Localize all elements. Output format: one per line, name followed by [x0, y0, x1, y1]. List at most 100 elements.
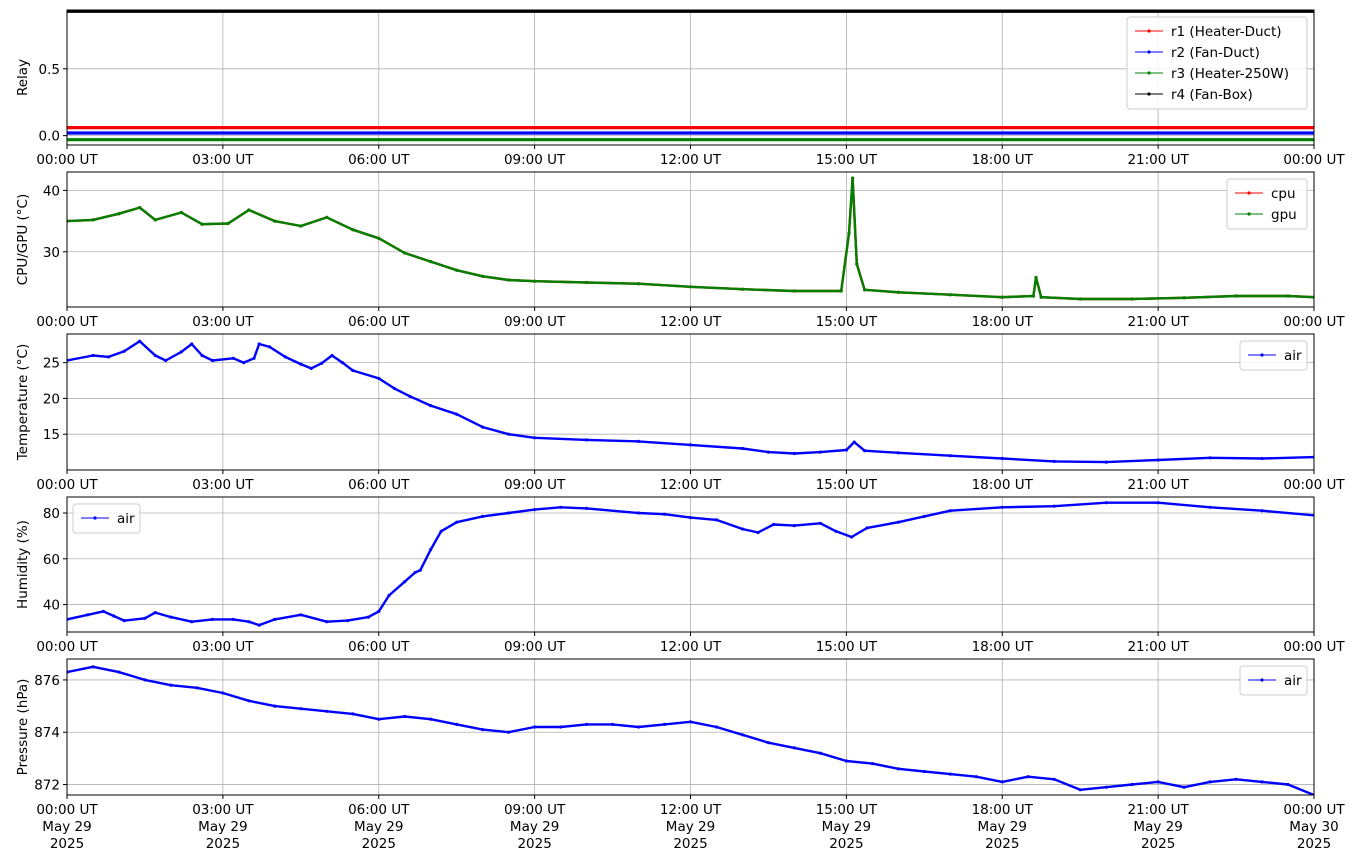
data-point [507, 278, 511, 282]
data-point [688, 285, 693, 289]
data-point [1130, 297, 1134, 301]
x-tick-label-line: May 29 [822, 819, 871, 835]
legend: air [1239, 665, 1308, 696]
y-tick-label: 60 [43, 552, 60, 568]
data-point [200, 222, 204, 226]
x-tick-label: 18:00 UT [972, 477, 1034, 493]
x-tick-label: 09:00 UT [504, 314, 566, 330]
series-group [67, 176, 1314, 301]
x-tick-label-line: 03:00 UT [192, 152, 254, 168]
x-tick-label: 12:00 UT [660, 314, 722, 330]
data-point [1234, 777, 1238, 781]
x-tick-label: 15:00 UT [816, 477, 878, 493]
legend-label: r3 (Heater-250W) [1171, 66, 1289, 82]
y-tick-label: 40 [43, 598, 60, 614]
y-tick-label: 80 [43, 506, 60, 522]
x-tick-label-line: 21:00 UT [1127, 314, 1189, 330]
data-point [896, 520, 900, 524]
x-tick-label: 00:00 UT [36, 477, 98, 493]
data-point [190, 620, 194, 624]
data-point [1052, 504, 1056, 508]
data-point [714, 518, 719, 522]
y-tick-label: 40 [43, 183, 60, 199]
data-point [273, 704, 277, 708]
x-tick-label: 00:00 UT [36, 152, 98, 168]
data-point [636, 725, 641, 729]
data-point [138, 339, 142, 343]
x-tick-label: 00:00 UT May 30 2025 [1283, 802, 1345, 852]
x-tick-label: 21:00 UT [1127, 639, 1189, 655]
data-point [948, 454, 952, 458]
data-point [403, 714, 407, 719]
x-tick-label-line: May 29 [978, 819, 1027, 835]
data-point [231, 356, 235, 360]
data-point [1104, 501, 1108, 505]
data-point [210, 617, 215, 622]
data-point [242, 361, 246, 365]
x-tick-label: 21:00 UT [1127, 477, 1189, 493]
data-point [153, 218, 157, 222]
x-tick-label: 03:00 UT [192, 639, 254, 655]
x-tick-label-line: 09:00 UT [504, 477, 566, 493]
data-point [439, 529, 443, 533]
legend-label: air [117, 511, 135, 527]
series-group [67, 10, 1314, 142]
x-tick-label: 00:00 UT May 29 2025 [36, 802, 98, 852]
data-point [533, 508, 537, 512]
x-tick-label: 03:00 UT [192, 477, 254, 493]
legend-marker [93, 516, 97, 520]
data-point [299, 224, 303, 228]
data-point [481, 728, 485, 732]
data-point [91, 353, 95, 358]
x-tick-label-line: May 29 [198, 819, 247, 835]
x-tick-label: 21:00 UT [1127, 314, 1189, 330]
legend-marker [1147, 50, 1151, 54]
data-point [403, 580, 407, 584]
data-point [143, 616, 147, 620]
data-point [455, 412, 459, 416]
x-tick-label: 18:00 UT [972, 314, 1034, 330]
data-point [377, 376, 381, 380]
x-tick-label: 09:00 UT [504, 152, 566, 168]
legend: air [1239, 340, 1308, 371]
x-tick-label: 06:00 UT [348, 477, 410, 493]
data-point [740, 527, 745, 531]
x-tick-label-line: 21:00 UT [1127, 152, 1189, 168]
data-point [1260, 780, 1264, 784]
x-tick-label: 09:00 UT [504, 639, 566, 655]
plot-frame [66, 333, 1315, 471]
data-point [974, 775, 978, 779]
data-point [1026, 775, 1030, 779]
data-point [351, 368, 355, 373]
data-point [559, 725, 563, 729]
legend-label: cpu [1271, 186, 1296, 202]
data-point [179, 210, 183, 215]
data-point [101, 609, 105, 614]
data-point [455, 520, 459, 524]
x-tick-label: 15:00 UT [816, 639, 878, 655]
data-point [896, 451, 900, 455]
data-point [1286, 782, 1290, 787]
x-tick-label-line: 15:00 UT [816, 802, 878, 818]
data-point [1039, 295, 1043, 299]
data-point [636, 511, 641, 515]
x-tick-label-line: 12:00 UT [660, 802, 722, 818]
x-tick-label-line: 2025 [1297, 836, 1331, 852]
y-tick-label: 0.5 [39, 62, 60, 78]
data-point [325, 215, 329, 219]
data-point [533, 279, 537, 283]
x-tick-label: 00:00 UT [1283, 639, 1345, 655]
data-point [766, 450, 771, 454]
x-tick-label-line: 18:00 UT [972, 639, 1034, 655]
x-tick-label-line: 06:00 UT [348, 477, 410, 493]
x-tick-label-line: 06:00 UT [348, 802, 410, 818]
x-tick-label: 09:00 UT [504, 477, 566, 493]
x-tick-label-line: 00:00 UT [36, 152, 98, 168]
x-tick-label-line: May 29 [42, 819, 91, 835]
data-point [922, 514, 926, 519]
data-point [740, 287, 745, 291]
x-tick-label: 15:00 UT May 29 2025 [816, 802, 878, 852]
data-point [247, 699, 251, 703]
data-point [834, 529, 838, 533]
data-point [1156, 780, 1160, 784]
